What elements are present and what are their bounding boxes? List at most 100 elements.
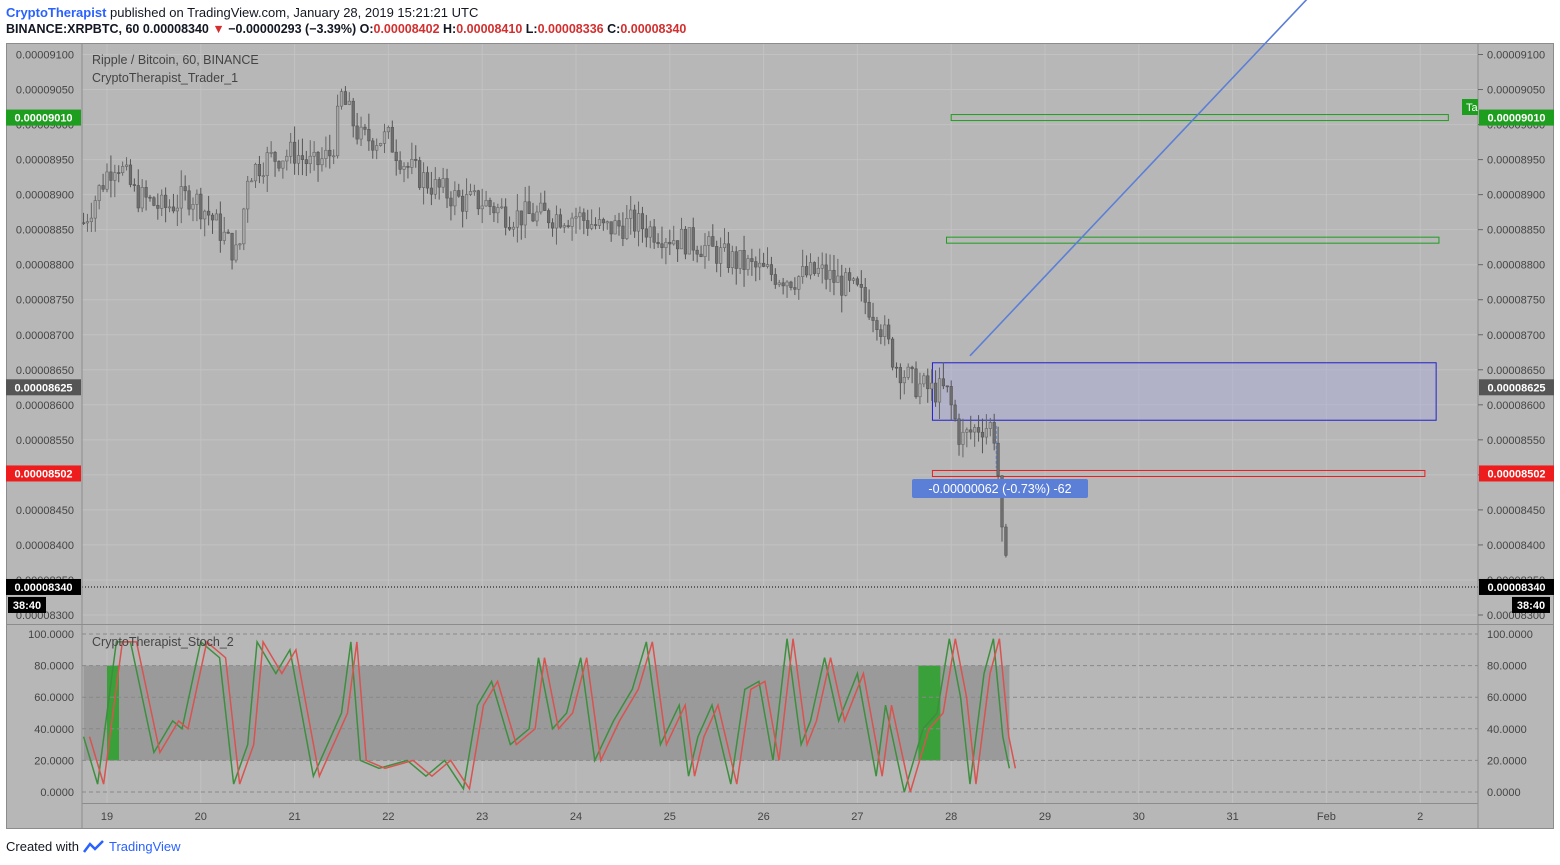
candle-body xyxy=(97,185,101,201)
candle-body xyxy=(617,220,621,227)
candle-body xyxy=(277,161,281,169)
candle-body xyxy=(437,179,441,188)
candle-body xyxy=(335,105,340,157)
candle-body xyxy=(195,193,199,205)
candle-body xyxy=(320,158,324,166)
candle-body xyxy=(816,267,820,274)
created-with: Created with xyxy=(6,839,79,854)
candle-body xyxy=(679,228,684,250)
price-tick-right: 0.00008650 xyxy=(1487,365,1545,377)
candle-body xyxy=(1000,475,1004,528)
stoch-tick-right: 100.0000 xyxy=(1487,629,1533,641)
candle-body xyxy=(152,197,156,206)
candle-body xyxy=(996,442,1000,477)
price-tick-right: 0.00008900 xyxy=(1487,190,1545,202)
candle-body xyxy=(472,190,476,193)
candle-body xyxy=(480,205,484,210)
candle-body xyxy=(187,190,191,210)
candle-body xyxy=(664,241,668,248)
candle-body xyxy=(343,91,348,105)
candle-body xyxy=(312,151,316,157)
countdown-left-bg xyxy=(8,596,46,613)
stoch-tick-right: 20.0000 xyxy=(1487,755,1527,767)
price-tick-left: 0.00008700 xyxy=(16,330,74,342)
author-name[interactable]: CryptoTherapist xyxy=(6,5,107,20)
candle-body xyxy=(922,375,926,385)
time-tick: 27 xyxy=(851,811,863,823)
candle-body xyxy=(175,207,179,212)
candle-body xyxy=(324,149,328,159)
low-label: L: xyxy=(525,22,538,36)
candle-body xyxy=(687,227,691,255)
price-tag-right-bg xyxy=(1479,465,1554,482)
candle-body xyxy=(210,214,215,221)
stoch-tick-right: 0.0000 xyxy=(1487,787,1521,799)
candle-body xyxy=(867,301,871,318)
candle-body xyxy=(390,127,394,153)
candle-body xyxy=(949,386,953,406)
candle-body xyxy=(253,163,258,182)
candle-body xyxy=(973,427,977,433)
time-tick: 2 xyxy=(1417,811,1423,823)
candle-body xyxy=(992,422,996,444)
low-value: 0.00008336 xyxy=(537,22,604,36)
candles xyxy=(81,86,1008,558)
candle-body xyxy=(378,143,383,146)
candle-body xyxy=(625,218,629,239)
target-tag-bg xyxy=(1462,99,1478,115)
stoch-tick-left: 80.0000 xyxy=(34,661,74,673)
candle-body xyxy=(707,236,711,246)
time-tick: 23 xyxy=(476,811,488,823)
open-value: 0.00008402 xyxy=(373,22,440,36)
candle-body xyxy=(750,258,754,262)
high-value: 0.00008410 xyxy=(456,22,523,36)
candle-body xyxy=(308,155,312,165)
candle-body xyxy=(930,382,934,390)
candle-body xyxy=(285,155,289,162)
candle-body xyxy=(234,244,238,261)
trend-line xyxy=(969,0,1308,357)
candle-body xyxy=(894,366,899,369)
tradingview-brand[interactable]: TradingView xyxy=(108,839,181,854)
candle-body xyxy=(355,125,359,140)
candle-body xyxy=(765,264,770,267)
candle-body xyxy=(492,206,496,214)
candle-body xyxy=(93,200,97,219)
candle-body xyxy=(398,160,402,170)
candle-body xyxy=(156,205,160,209)
candle-body xyxy=(367,129,371,142)
candle-body xyxy=(238,243,242,246)
time-tick: 29 xyxy=(1039,811,1051,823)
price-tag-left: 0.00008502 xyxy=(14,468,72,480)
price-tick-right: 0.00008450 xyxy=(1487,505,1545,517)
candle-body xyxy=(425,172,430,189)
countdown-left: 38:40 xyxy=(13,600,41,612)
stoch-d-line xyxy=(88,638,1017,793)
candle-body xyxy=(418,160,422,188)
publish-header: CryptoTherapist published on TradingView… xyxy=(6,5,478,20)
candle-body xyxy=(124,164,129,167)
candle-body xyxy=(347,100,351,105)
close-label: C: xyxy=(607,22,621,36)
candle-body xyxy=(449,197,453,207)
target-tag: Ta xyxy=(1466,102,1479,114)
stoch-tick-right: 60.0000 xyxy=(1487,692,1527,704)
candle-body xyxy=(148,196,152,199)
stoch-tick-right: 40.0000 xyxy=(1487,724,1527,736)
candle-body xyxy=(543,202,547,211)
candle-body xyxy=(265,152,269,177)
candle-body xyxy=(636,213,641,232)
candle-body xyxy=(500,206,504,209)
candle-body xyxy=(414,158,418,161)
stoch-tick-left: 0.0000 xyxy=(40,787,74,799)
candle-body xyxy=(773,274,777,285)
price-tag-right: 0.00009010 xyxy=(1487,113,1545,125)
candle-body xyxy=(804,266,809,276)
symbol-line: BINANCE:XRPBTC, 60 xyxy=(6,22,140,36)
candle-body xyxy=(527,201,531,214)
candle-body xyxy=(578,212,582,218)
candle-body xyxy=(304,159,308,165)
candle-body xyxy=(844,272,848,296)
candle-body xyxy=(402,165,406,170)
